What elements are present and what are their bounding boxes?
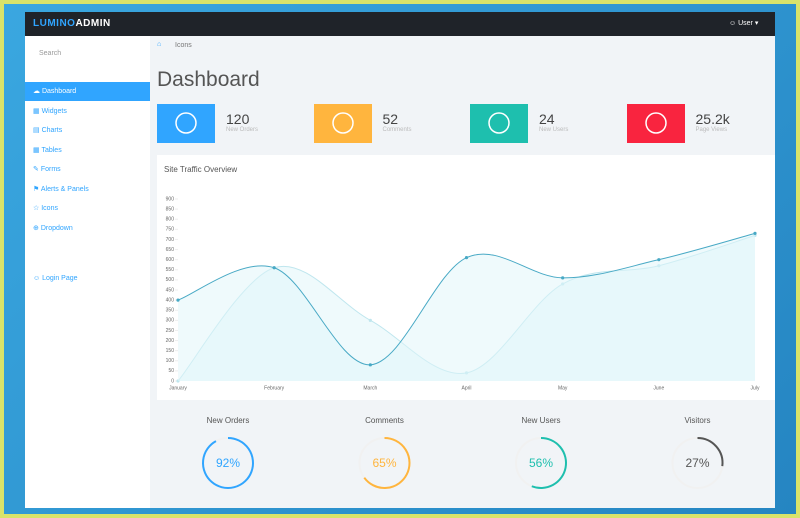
top-nav: LUMINOADMIN ☺ User ▾ [25, 12, 775, 36]
menu-label[interactable]: Dropdown [40, 224, 73, 232]
y-tick-label: 900 [166, 196, 175, 202]
stat-icon [626, 104, 685, 143]
y-tick-label: 550 [166, 267, 175, 273]
y-tick-label: 100 [166, 358, 175, 364]
menu-label[interactable]: Icons [41, 205, 58, 212]
user-menu[interactable]: ☺ User ▾ [729, 20, 759, 27]
gauge-arc [363, 437, 411, 489]
menu-item[interactable]: ☆ Icons [33, 205, 58, 212]
x-tick-label: January [169, 385, 187, 391]
stat-value: 52 [382, 111, 399, 127]
point [368, 318, 372, 322]
stat-label: New Users [539, 127, 569, 133]
menu-item[interactable]: ☺ Login Page [33, 275, 78, 282]
y-tick-label: 350 [166, 308, 175, 314]
menu-label[interactable]: Alerts & Panels [40, 185, 89, 193]
app-window: LUMINOADMIN ☺ User ▾ Search ☁ Dashboard ▦… [25, 12, 775, 508]
y-tick-label: 200 [166, 338, 175, 344]
logo-b: ADMIN [75, 18, 111, 29]
menu-item[interactable]: ▦ Tables [33, 146, 62, 154]
stat-label: Page Views [695, 127, 728, 133]
y-tick-label: 300 [166, 318, 175, 324]
stat-value: 24 [539, 111, 555, 127]
x-tick-label: June [653, 385, 664, 391]
menu-label[interactable]: Dashboard [41, 88, 77, 95]
menu-label[interactable]: Forms [40, 166, 61, 173]
page-title: Dashboard [157, 68, 260, 91]
y-tick-label: 0 [171, 378, 174, 384]
menu-label[interactable]: Login Page [42, 275, 78, 282]
gauge-value: 27% [685, 456, 709, 470]
stat-value: 120 [226, 111, 250, 127]
y-tick-label: 500 [166, 277, 175, 283]
point [176, 298, 180, 302]
menu-item[interactable]: ▦ Widgets [33, 107, 67, 115]
gauge-label: New Users [521, 416, 560, 425]
menu-label[interactable]: Tables [41, 146, 62, 154]
sidebar: Search ☁ Dashboard ▦ Widgets ▤ Charts ▦ Tab… [25, 36, 150, 508]
y-tick-label: 600 [166, 257, 175, 263]
point [753, 231, 757, 235]
x-tick-label: April [461, 385, 471, 391]
gauge-arc [202, 437, 254, 489]
home-icon[interactable]: ⌂ [157, 41, 162, 48]
stat-icon [157, 104, 215, 143]
point [368, 363, 372, 367]
stat-icon [470, 104, 528, 143]
x-tick-label: May [558, 385, 568, 391]
stat-label: Comments [382, 127, 412, 133]
menu-label[interactable]: Charts [41, 127, 63, 134]
y-tick-label: 450 [166, 287, 175, 293]
y-tick-label: 150 [166, 348, 175, 354]
menu-item[interactable]: ✎ Forms [33, 166, 61, 173]
gauge-arc [531, 437, 567, 489]
breadcrumb[interactable]: Icons [175, 42, 192, 49]
gauge-label: Comments [365, 416, 404, 425]
gauge-value: 65% [372, 456, 396, 470]
area [178, 233, 755, 381]
menu-item[interactable]: ⊕ Dropdown [33, 224, 73, 232]
gauge-value: 92% [216, 456, 240, 470]
gauge-value: 56% [529, 456, 553, 470]
point [561, 276, 565, 280]
search[interactable]: Search [39, 50, 62, 57]
y-tick-label: 50 [168, 368, 174, 374]
chart-title: Site Traffic Overview [164, 165, 237, 174]
gauge-label: Visitors [684, 416, 710, 425]
stat-label: New Orders [226, 127, 259, 133]
stat-value: 25.2k [695, 111, 730, 127]
x-tick-label: March [363, 385, 377, 391]
user-name[interactable]: User [738, 20, 753, 27]
y-tick-label: 250 [166, 328, 175, 334]
menu-item[interactable]: ⚑ Alerts & Panels [33, 185, 89, 193]
point [464, 256, 469, 260]
point [657, 258, 661, 262]
gauge-label: New Orders [207, 416, 250, 425]
point [272, 266, 276, 270]
logo-a: LUMINO [33, 18, 76, 29]
stat-icon [313, 104, 372, 143]
logo: LUMINOADMIN [33, 18, 111, 29]
chart: Site Traffic Overview 0 50 100 150 200 250 300… [164, 165, 760, 489]
y-tick-label: 400 [166, 297, 175, 303]
menu-label[interactable]: Widgets [41, 107, 67, 115]
x-tick-label: July [751, 385, 760, 391]
y-tick-label: 650 [166, 247, 175, 253]
y-tick-label: 850 [166, 206, 175, 212]
x-tick-label: February [264, 385, 285, 391]
gauge-arc [697, 437, 724, 467]
y-tick-label: 700 [166, 237, 175, 243]
y-tick-label: 800 [166, 217, 175, 223]
menu-item[interactable]: ☁ Dashboard [25, 82, 150, 101]
menu-item[interactable]: ▤ Charts [33, 127, 63, 134]
y-tick-label: 750 [166, 227, 175, 233]
